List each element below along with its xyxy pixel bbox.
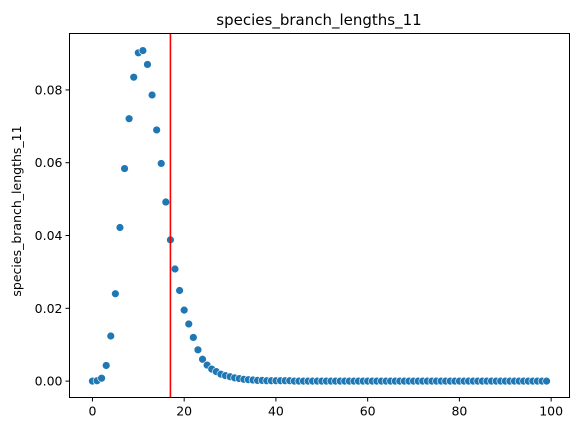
y-tick-label: 0.04	[35, 228, 63, 243]
scatter-point	[106, 331, 115, 341]
scatter-point	[170, 264, 180, 274]
scatter-point	[147, 90, 157, 100]
y-tick-label: 0.06	[35, 155, 63, 170]
scatter-point	[198, 355, 207, 364]
chart-title: species_branch_lengths_11	[216, 11, 421, 30]
scatter-point	[97, 374, 106, 383]
scatter-point	[115, 223, 125, 232]
scatter-point	[189, 333, 198, 342]
x-tick-label: 100	[539, 404, 563, 419]
scatter-point	[161, 197, 171, 207]
scatter-point	[175, 286, 184, 295]
y-tick-label: 0.00	[35, 374, 63, 389]
scatter-point	[152, 125, 161, 135]
scatter-point	[124, 114, 134, 123]
x-tick-label: 80	[451, 404, 467, 419]
scatter-point	[157, 159, 166, 168]
scatter-point	[111, 289, 120, 298]
scatter-point	[184, 319, 193, 329]
scatter-point	[143, 60, 152, 69]
scatter-point	[542, 376, 551, 386]
plot-marks: 0 20 40 60 80 100 0.00 0.02 0.04 0.06 0.08	[35, 33, 563, 419]
plot-frame	[69, 33, 570, 398]
scatter-point	[193, 345, 203, 355]
scatter-point	[179, 305, 189, 315]
x-tick-label: 20	[176, 404, 192, 419]
scatter-point	[138, 46, 148, 55]
y-tick-label: 0.08	[35, 82, 63, 97]
y-axis-title: species_branch_lengths_11	[9, 125, 24, 296]
scatter-point	[101, 361, 111, 370]
x-tick-label: 40	[268, 404, 284, 419]
y-tick-label: 0.02	[35, 301, 63, 316]
x-tick-label: 0	[88, 404, 96, 419]
x-tick-label: 60	[360, 404, 376, 419]
scatter-point	[120, 164, 129, 173]
scatter-point	[129, 72, 138, 82]
